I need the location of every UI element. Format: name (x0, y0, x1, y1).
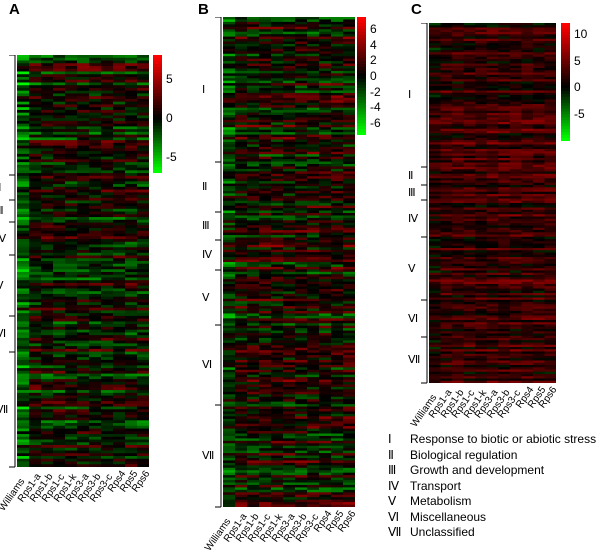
group-label: Ⅰ (202, 83, 205, 96)
group-label: Ⅵ (202, 358, 212, 371)
legend-item-number: Ⅵ (388, 510, 410, 526)
panel-label: C (411, 1, 422, 18)
colorbar (153, 55, 162, 173)
group-label: Ⅰ (408, 88, 411, 101)
legend-item-number: Ⅶ (388, 525, 410, 541)
group-label: Ⅴ (0, 279, 4, 292)
legend-item-number: Ⅲ (388, 463, 410, 479)
colorbar (357, 17, 366, 135)
colorbar-tick-label: 4 (370, 38, 377, 52)
group-label: Ⅱ (0, 181, 1, 194)
group-label: Ⅲ (408, 186, 416, 199)
colorbar-tick-label: -5 (574, 107, 585, 121)
legend-item-label: Unclassified (410, 525, 475, 539)
legend-item-label: Response to biotic or abiotic stress (410, 432, 596, 446)
colorbar-tick-label: 10 (574, 27, 587, 41)
legend-item-label: Transport (410, 479, 461, 493)
group-label: Ⅶ (0, 403, 8, 416)
group-label: Ⅴ (408, 262, 416, 275)
legend-item-number: Ⅱ (388, 448, 410, 464)
legend-item-number: Ⅳ (388, 479, 410, 495)
colorbar-tick-label: -5 (166, 150, 177, 164)
legend-item-label: Growth and development (410, 463, 544, 477)
legend-item-number: Ⅴ (388, 494, 410, 510)
heatmap-grid (17, 55, 149, 467)
colorbar-tick-label: 0 (574, 80, 581, 94)
colorbar-tick-label: -2 (370, 85, 381, 99)
colorbar-tick-label: 0 (166, 111, 173, 125)
group-label: Ⅶ (408, 353, 420, 366)
legend-item-label: Biological regulation (410, 448, 517, 462)
colorbar-tick-label: 5 (574, 54, 581, 68)
group-label: Ⅱ (202, 180, 207, 193)
colorbar (561, 23, 570, 141)
group-label: Ⅵ (0, 327, 6, 340)
heatmap-grid (429, 23, 556, 383)
legend-item-label: Miscellaneous (410, 510, 486, 524)
colorbar-tick-label: -4 (370, 100, 381, 114)
group-label: Ⅶ (202, 449, 214, 462)
legend-item-number: Ⅰ (388, 432, 410, 448)
group-axis (215, 17, 223, 508)
group-label: Ⅴ (202, 291, 210, 304)
heatmap-grid (223, 17, 355, 507)
group-axis (421, 23, 429, 384)
legend-item-label: Metabolism (410, 494, 471, 508)
group-label: Ⅲ (0, 204, 4, 217)
group-label: Ⅵ (408, 312, 418, 325)
colorbar-tick-label: -6 (370, 116, 381, 130)
panel-label: B (198, 1, 209, 18)
panel-label: A (9, 1, 20, 18)
group-label: Ⅳ (202, 248, 212, 261)
group-label: Ⅲ (202, 219, 210, 232)
group-label: Ⅳ (408, 212, 418, 225)
colorbar-tick-label: 0 (370, 69, 377, 83)
colorbar-tick-label: 2 (370, 53, 377, 67)
colorbar-tick-label: 5 (166, 72, 173, 86)
group-axis (9, 55, 17, 468)
colorbar-tick-label: 6 (370, 22, 377, 36)
group-label: Ⅱ (408, 169, 413, 182)
group-label: Ⅳ (0, 232, 6, 245)
